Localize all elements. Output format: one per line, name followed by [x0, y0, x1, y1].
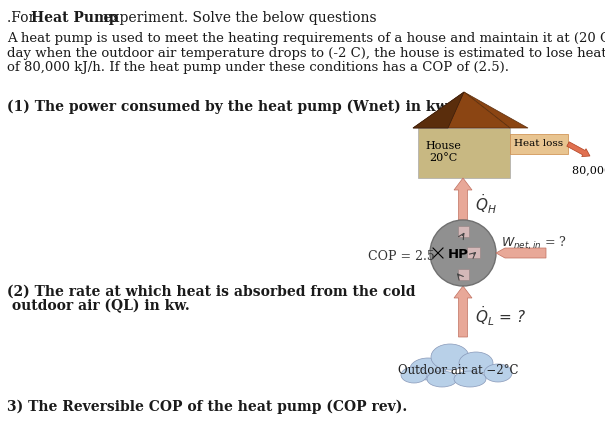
Circle shape — [430, 220, 496, 286]
Text: Outdoor air at −2°C: Outdoor air at −2°C — [397, 365, 518, 378]
Bar — [457, 226, 468, 237]
Text: 80,000 kJ/h: 80,000 kJ/h — [572, 166, 605, 176]
Text: Heat loss: Heat loss — [514, 139, 564, 148]
Text: 20°C: 20°C — [429, 153, 457, 163]
Polygon shape — [413, 92, 464, 128]
Ellipse shape — [454, 371, 486, 387]
Text: .For: .For — [7, 11, 39, 25]
FancyArrow shape — [454, 286, 472, 337]
Text: outdoor air (QL) in kw.: outdoor air (QL) in kw. — [7, 299, 190, 313]
FancyArrow shape — [567, 142, 590, 157]
Bar — [467, 247, 480, 258]
Text: House: House — [425, 141, 461, 151]
Text: (1) The power consumed by the heat pump (Wnet) in kw.: (1) The power consumed by the heat pump … — [7, 100, 451, 114]
Ellipse shape — [431, 344, 469, 370]
Polygon shape — [413, 92, 510, 128]
Bar — [457, 269, 468, 280]
Ellipse shape — [410, 358, 446, 380]
FancyArrow shape — [496, 248, 546, 258]
Text: of 80,000 kJ/h. If the heat pump under these conditions has a COP of (2.5).: of 80,000 kJ/h. If the heat pump under t… — [7, 61, 509, 74]
Text: HP: HP — [448, 249, 468, 262]
Bar — [510, 134, 568, 154]
Text: COP = 2.5: COP = 2.5 — [368, 250, 435, 263]
Text: $\dot{Q}_L$ = ?: $\dot{Q}_L$ = ? — [475, 305, 526, 328]
Text: experiment. Solve the below questions: experiment. Solve the below questions — [99, 11, 377, 25]
Text: $\dot{Q}_H$: $\dot{Q}_H$ — [475, 192, 497, 216]
Polygon shape — [464, 92, 528, 128]
FancyArrow shape — [454, 178, 472, 220]
Text: $W_{net,in}$ = ?: $W_{net,in}$ = ? — [501, 235, 567, 252]
Text: Heat Pump: Heat Pump — [31, 11, 119, 25]
Text: (2) The rate at which heat is absorbed from the cold: (2) The rate at which heat is absorbed f… — [7, 285, 416, 299]
Ellipse shape — [427, 371, 457, 387]
Text: 3) The Reversible COP of the heat pump (COP rev).: 3) The Reversible COP of the heat pump (… — [7, 400, 407, 414]
Ellipse shape — [484, 364, 512, 382]
Bar — [418, 128, 510, 178]
Ellipse shape — [401, 367, 427, 383]
Text: day when the outdoor air temperature drops to (-2 C), the house is estimated to : day when the outdoor air temperature dro… — [7, 47, 605, 60]
Text: A heat pump is used to meet the heating requirements of a house and maintain it : A heat pump is used to meet the heating … — [7, 32, 605, 45]
Ellipse shape — [459, 352, 493, 374]
